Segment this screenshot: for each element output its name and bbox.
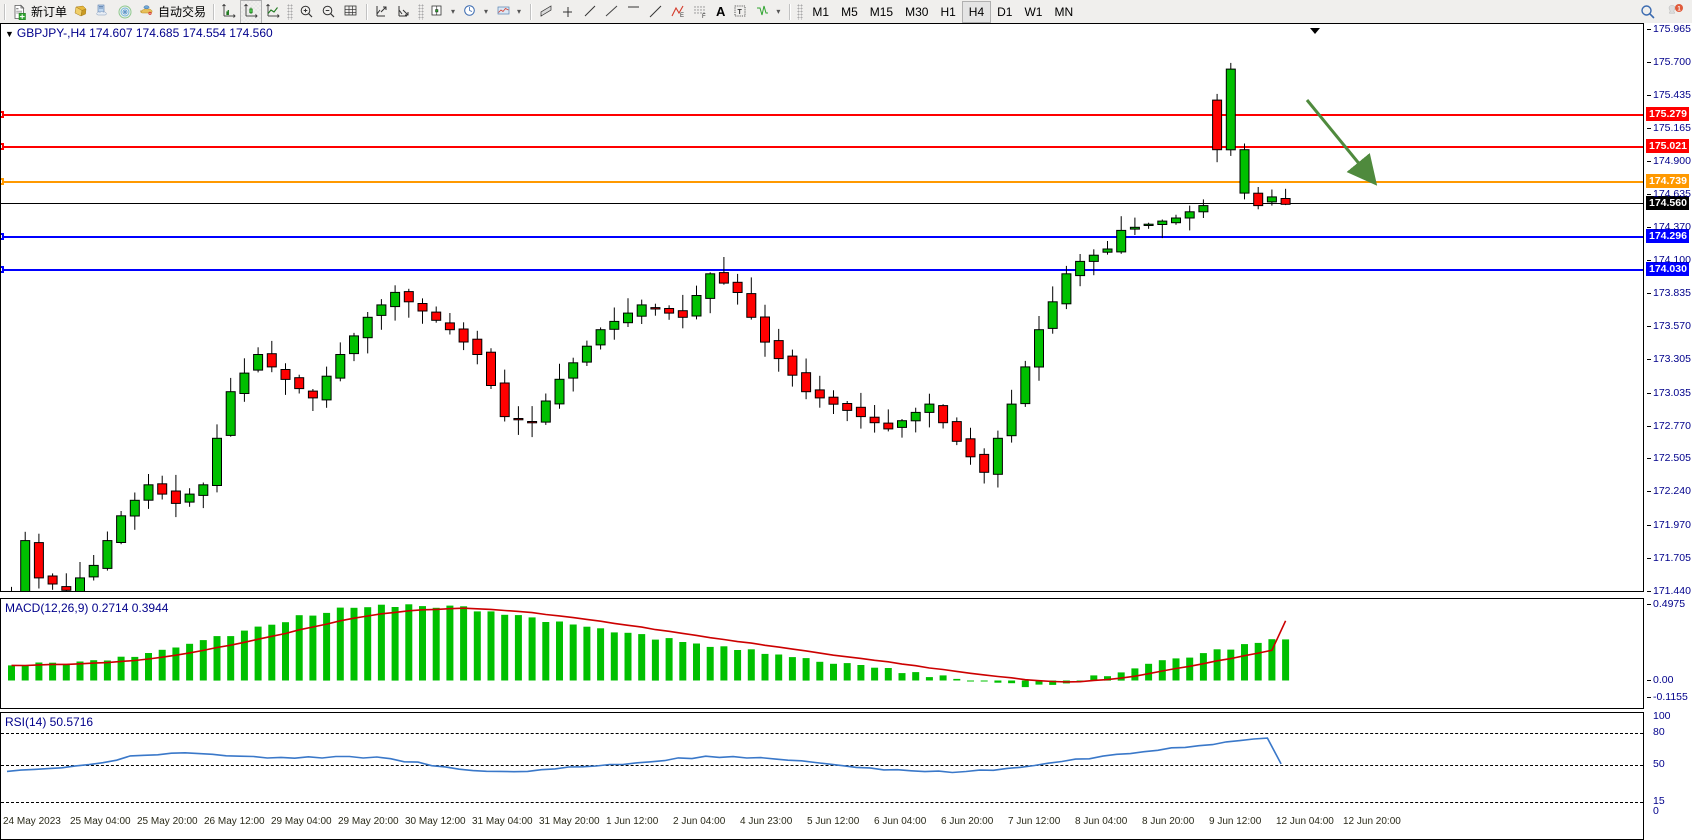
svg-text:T: T (738, 9, 743, 16)
svg-text:F: F (702, 14, 706, 20)
svg-text:E: E (680, 13, 684, 19)
